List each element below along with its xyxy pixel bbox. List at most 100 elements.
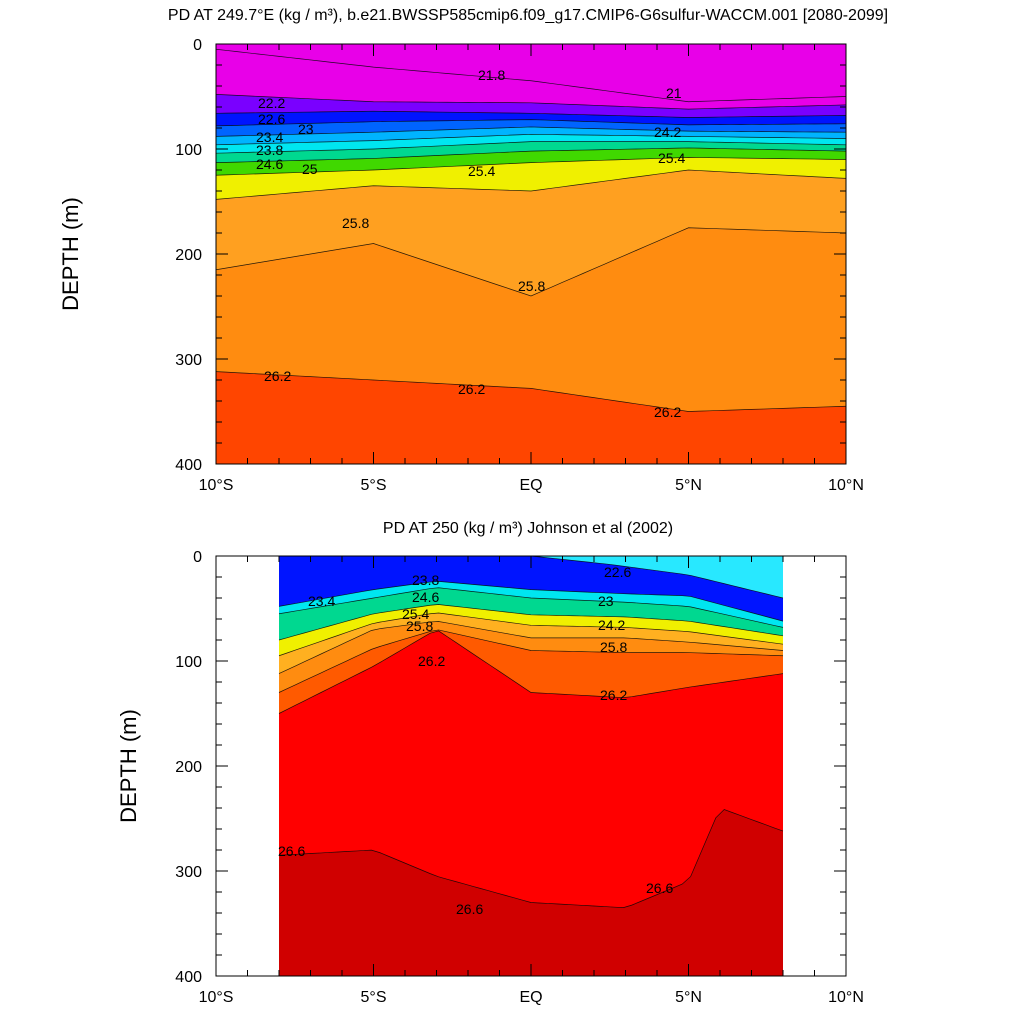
density-band <box>279 629 783 714</box>
isopycnal-line <box>278 587 784 628</box>
contour-label: 22.6 <box>258 111 285 127</box>
y-tick-label: 0 <box>193 37 202 54</box>
y-tick-label: 0 <box>193 549 202 566</box>
isopycnal-line <box>215 48 847 103</box>
isopycnal-line <box>278 629 784 693</box>
density-band <box>279 604 783 656</box>
density-band <box>279 556 783 622</box>
contour-label: 24.2 <box>598 617 625 633</box>
isopycnal-line <box>278 630 784 714</box>
density-band <box>279 630 783 908</box>
chart-title: PD AT 249.7°E (kg / m³), b.e21.BWSSP585c… <box>168 7 888 24</box>
density-band <box>279 587 783 640</box>
contour-label: 25.8 <box>600 639 627 655</box>
contour-label: 22.2 <box>258 95 285 111</box>
isopycnal-line <box>215 133 847 146</box>
x-tick-label: EQ <box>519 989 542 1006</box>
x-tick-label: 5°N <box>675 989 702 1006</box>
axis-ticks: 10°S 5°S EQ 5°N 10°N 0 100 200 300 400 <box>175 37 864 494</box>
contour-label: 26.6 <box>278 843 305 859</box>
contour-label: 25.4 <box>658 150 685 166</box>
isopycnal-line <box>278 621 784 674</box>
contour-label: 25.8 <box>518 278 545 294</box>
contour-label: 26.2 <box>654 404 681 420</box>
chart-plot-area <box>278 555 784 976</box>
x-tick-label: EQ <box>519 477 542 494</box>
isopycnal-line <box>215 147 847 163</box>
y-tick-label: 100 <box>175 654 202 671</box>
x-tick-label: 10°N <box>828 477 864 494</box>
axis-ticks: 10°S 5°S EQ 5°N 10°N 0 100 200 300 400 <box>175 549 864 1006</box>
x-tick-label: 10°N <box>828 989 864 1006</box>
contour-label: 26.2 <box>600 687 627 703</box>
contour-label: 25.8 <box>406 618 433 634</box>
isopycnal-line <box>215 157 847 176</box>
density-band <box>216 227 846 412</box>
contour-label: 21 <box>666 85 682 101</box>
contour-label: 25.4 <box>468 163 495 179</box>
y-tick-label: 200 <box>175 247 202 264</box>
density-band <box>279 581 783 628</box>
density-band <box>216 49 846 110</box>
density-band <box>216 157 846 200</box>
contour-label: 23.8 <box>256 142 283 158</box>
y-tick-label: 300 <box>175 864 202 881</box>
isopycnal-line <box>278 612 784 657</box>
density-band <box>279 556 783 598</box>
y-tick-label: 200 <box>175 759 202 776</box>
chart-plot-area <box>215 44 847 464</box>
contour-label: 24.2 <box>654 124 681 140</box>
contour-label: 26.2 <box>264 368 291 384</box>
density-band <box>216 134 846 154</box>
density-band <box>216 111 846 126</box>
x-tick-label: 5°N <box>675 477 702 494</box>
contour-label: 23.4 <box>308 593 335 609</box>
contour-label: 24.6 <box>412 589 439 605</box>
contour-label: 21.8 <box>478 67 505 83</box>
contour-label: 25 <box>302 161 318 177</box>
contour-label: 25.8 <box>342 215 369 231</box>
contour-label: 26.6 <box>456 901 483 917</box>
x-tick-label: 5°S <box>361 477 387 494</box>
isopycnal-line <box>215 371 847 412</box>
contour-label: 26.2 <box>458 381 485 397</box>
contour-label: 23 <box>598 593 614 609</box>
y-axis-label: DEPTH (m) <box>116 709 141 823</box>
isopycnal-line <box>278 604 784 641</box>
density-band <box>216 170 846 296</box>
y-tick-label: 300 <box>175 352 202 369</box>
contour-label: 23.4 <box>256 129 283 145</box>
density-band <box>279 809 783 976</box>
isopycnal-line <box>215 110 847 118</box>
isopycnal-line <box>278 581 784 622</box>
x-tick-label: 5°S <box>361 989 387 1006</box>
contour-label: 23 <box>298 121 314 137</box>
x-tick-label: 10°S <box>199 989 234 1006</box>
y-tick-label: 400 <box>175 457 202 474</box>
density-band <box>216 141 846 163</box>
contour-labels: 21.8 22.2 22.6 23 23.4 23.8 24.6 25 25.4… <box>256 67 685 420</box>
y-axis-label: DEPTH (m) <box>58 197 83 311</box>
chart-title: PD AT 250 (kg / m³) Johnson et al (2002) <box>383 520 673 537</box>
contour-label: 24.6 <box>256 156 283 172</box>
density-band <box>216 371 846 464</box>
contour-label: 25.4 <box>402 606 429 622</box>
density-band <box>216 94 846 118</box>
isopycnal-line <box>215 119 847 127</box>
contour-label: 26.2 <box>418 653 445 669</box>
contour-labels: 23.4 23.8 24.6 25.4 25.8 26.2 26.2 26.6 … <box>278 564 673 917</box>
density-band <box>216 44 846 102</box>
isopycnal-line <box>215 126 847 137</box>
contour-label: 23.8 <box>412 572 439 588</box>
isopycnal-line <box>278 809 784 908</box>
isopycnal-line <box>215 227 847 297</box>
isopycnal-line <box>215 141 847 154</box>
contour-label: 26.6 <box>646 880 673 896</box>
y-tick-label: 100 <box>175 142 202 159</box>
y-tick-label: 400 <box>175 969 202 986</box>
isopycnal-line <box>215 169 847 200</box>
isopycnal-line <box>215 94 847 110</box>
x-tick-label: 10°S <box>199 477 234 494</box>
contour-label: 22.6 <box>604 564 631 580</box>
